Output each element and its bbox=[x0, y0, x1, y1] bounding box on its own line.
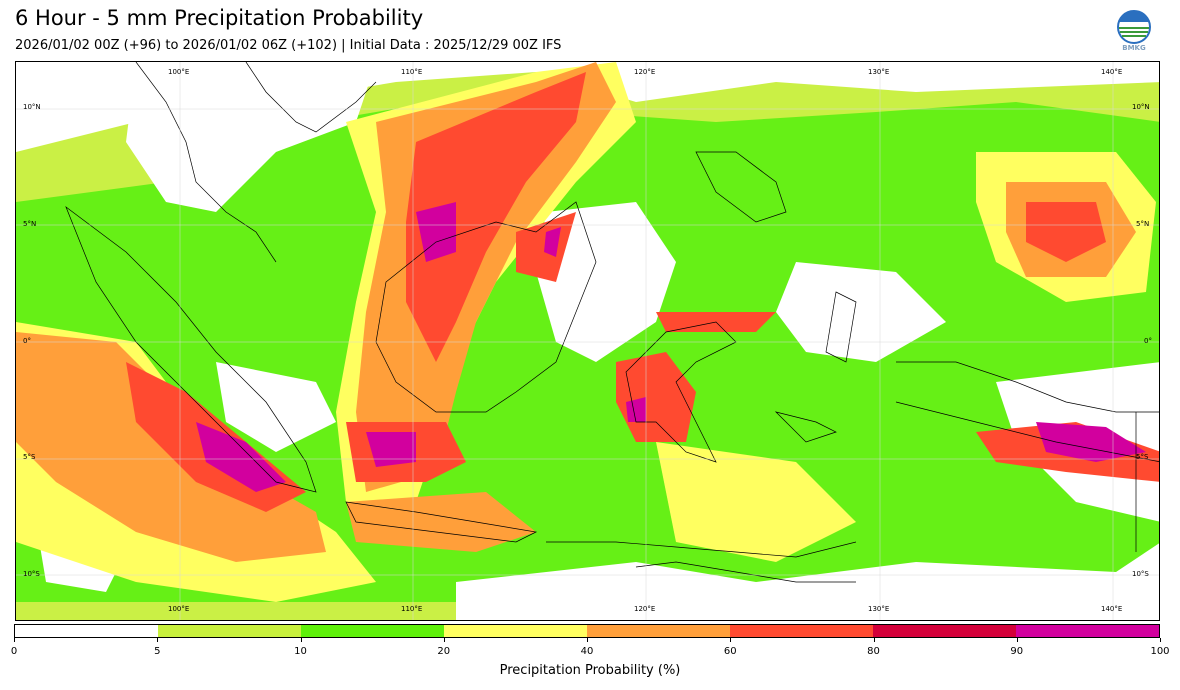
lat-label-left: 5°N bbox=[23, 220, 37, 228]
lon-label-top: 120°E bbox=[634, 68, 656, 76]
lon-label-bottom: 100°E bbox=[168, 605, 190, 613]
colorbar-tick-label: 40 bbox=[580, 646, 594, 657]
colorbar-tick-label: 80 bbox=[867, 646, 880, 657]
colorbar-tick-label: 60 bbox=[723, 646, 737, 657]
colorbar bbox=[14, 624, 1160, 638]
colorbar-segment bbox=[15, 625, 158, 637]
chart-subtitle: 2026/01/02 00Z (+96) to 2026/01/02 06Z (… bbox=[15, 38, 562, 53]
lat-label-left: 10°S bbox=[23, 570, 40, 578]
lon-label-bottom: 140°E bbox=[1101, 605, 1123, 613]
lon-label-top: 110°E bbox=[401, 68, 423, 76]
colorbar-tick bbox=[14, 638, 15, 642]
colorbar-segment bbox=[158, 625, 301, 637]
lat-label-right: 10°N bbox=[1132, 103, 1150, 111]
colorbar-title: Precipitation Probability (%) bbox=[499, 663, 681, 678]
colorbar-tick-label: 10 bbox=[294, 646, 307, 657]
lon-label-top: 100°E bbox=[168, 68, 190, 76]
lat-label-left: 0° bbox=[23, 337, 31, 345]
lon-label-bottom: 120°E bbox=[634, 605, 656, 613]
lat-label-right: 5°N bbox=[1136, 220, 1150, 228]
colorbar-segment bbox=[301, 625, 444, 637]
lat-label-left: 5°S bbox=[23, 453, 36, 461]
lon-label-top: 130°E bbox=[868, 68, 890, 76]
lon-label-bottom: 130°E bbox=[868, 605, 890, 613]
precipitation-map: 100°E 110°E 120°E 130°E 140°E 100°E 110°… bbox=[15, 61, 1160, 621]
colorbar-segment bbox=[444, 625, 587, 637]
colorbar-tick-label: 0 bbox=[10, 646, 18, 657]
colorbar-tick bbox=[1016, 638, 1018, 642]
colorbar-segment bbox=[1016, 625, 1159, 637]
lon-label-top: 140°E bbox=[1101, 68, 1123, 76]
bmkg-logo bbox=[1112, 10, 1156, 56]
colorbar-tick bbox=[1160, 638, 1161, 642]
colorbar-tick-label: 90 bbox=[1010, 646, 1024, 657]
chart-title: 6 Hour - 5 mm Precipitation Probability bbox=[15, 6, 424, 30]
colorbar-tick bbox=[587, 638, 588, 642]
map-canvas bbox=[16, 62, 1159, 620]
colorbar-tick-label: 20 bbox=[437, 646, 451, 657]
colorbar-tick bbox=[730, 638, 732, 642]
colorbar-segment bbox=[587, 625, 730, 637]
lon-label-bottom: 110°E bbox=[401, 605, 423, 613]
lat-label-right: 10°S bbox=[1132, 570, 1149, 578]
colorbar-tick-label: 100 bbox=[1150, 646, 1170, 657]
colorbar-tick bbox=[443, 638, 445, 642]
colorbar-segment bbox=[873, 625, 1016, 637]
colorbar-segment bbox=[730, 625, 873, 637]
colorbar-tick bbox=[873, 638, 875, 642]
lat-label-right: 0° bbox=[1144, 337, 1152, 345]
colorbar-tick bbox=[300, 638, 302, 642]
logo-text: BMKG bbox=[1122, 44, 1146, 52]
colorbar-tick bbox=[157, 638, 159, 642]
lat-label-left: 10°N bbox=[23, 103, 41, 111]
lat-label-right: 5°S bbox=[1136, 453, 1149, 461]
colorbar-tick-label: 5 bbox=[154, 646, 161, 657]
